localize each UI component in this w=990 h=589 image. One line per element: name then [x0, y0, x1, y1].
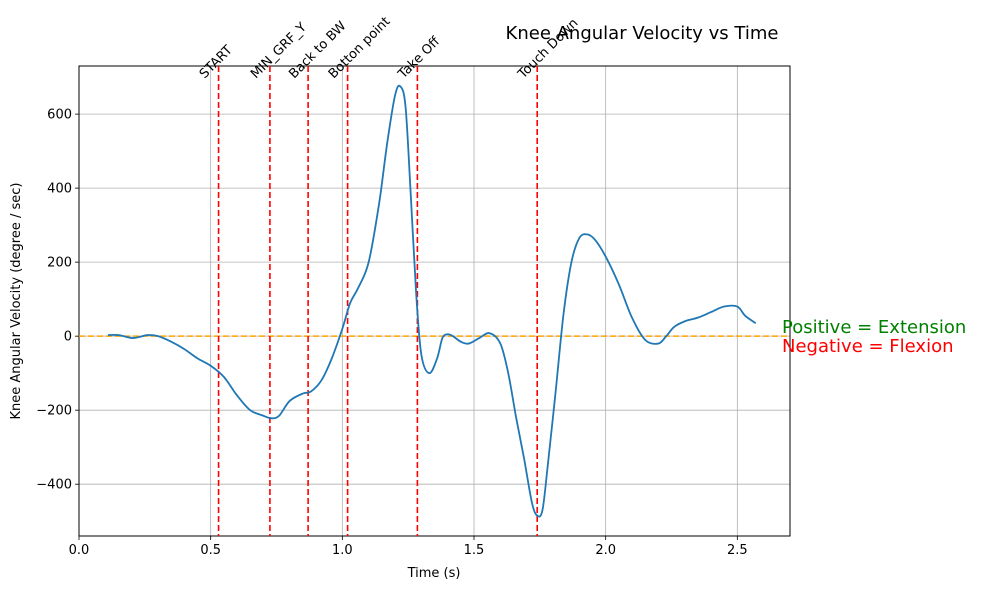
series-line — [107, 84, 757, 518]
series-lines — [107, 84, 757, 518]
x-tick-label: 2.5 — [727, 543, 748, 558]
annotation-positive-extension: Positive = Extension — [782, 317, 966, 338]
y-tick-label: 200 — [47, 256, 72, 271]
x-tick-label: 0.0 — [69, 543, 90, 558]
chart-title: Knee Angular Velocity vs Time — [506, 23, 779, 44]
y-axis-ticks: −400 −200 0 200 400 600 — [36, 108, 79, 493]
x-tick-label: 2.0 — [595, 543, 616, 558]
event-label: START — [197, 43, 236, 82]
x-axis-label: Time (s) — [407, 566, 461, 581]
plot-frame — [78, 65, 791, 537]
annotation-negative-flexion: Negative = Flexion — [782, 336, 954, 357]
y-tick-label: 0 — [64, 330, 72, 345]
x-axis-ticks: 0.0 0.5 1.0 1.5 2.0 2.5 — [69, 536, 748, 558]
y-tick-label: −200 — [36, 404, 72, 419]
x-tick-label: 0.5 — [200, 543, 221, 558]
y-axis-label: Knee Angular Velocity (degree / sec) — [9, 183, 24, 420]
y-tick-label: 600 — [47, 108, 72, 123]
y-tick-label: 400 — [47, 182, 72, 197]
event-label: Take Off — [395, 34, 444, 83]
grid — [78, 66, 790, 536]
x-tick-label: 1.0 — [332, 543, 353, 558]
x-tick-label: 1.5 — [464, 543, 485, 558]
y-tick-label: −400 — [36, 478, 72, 493]
